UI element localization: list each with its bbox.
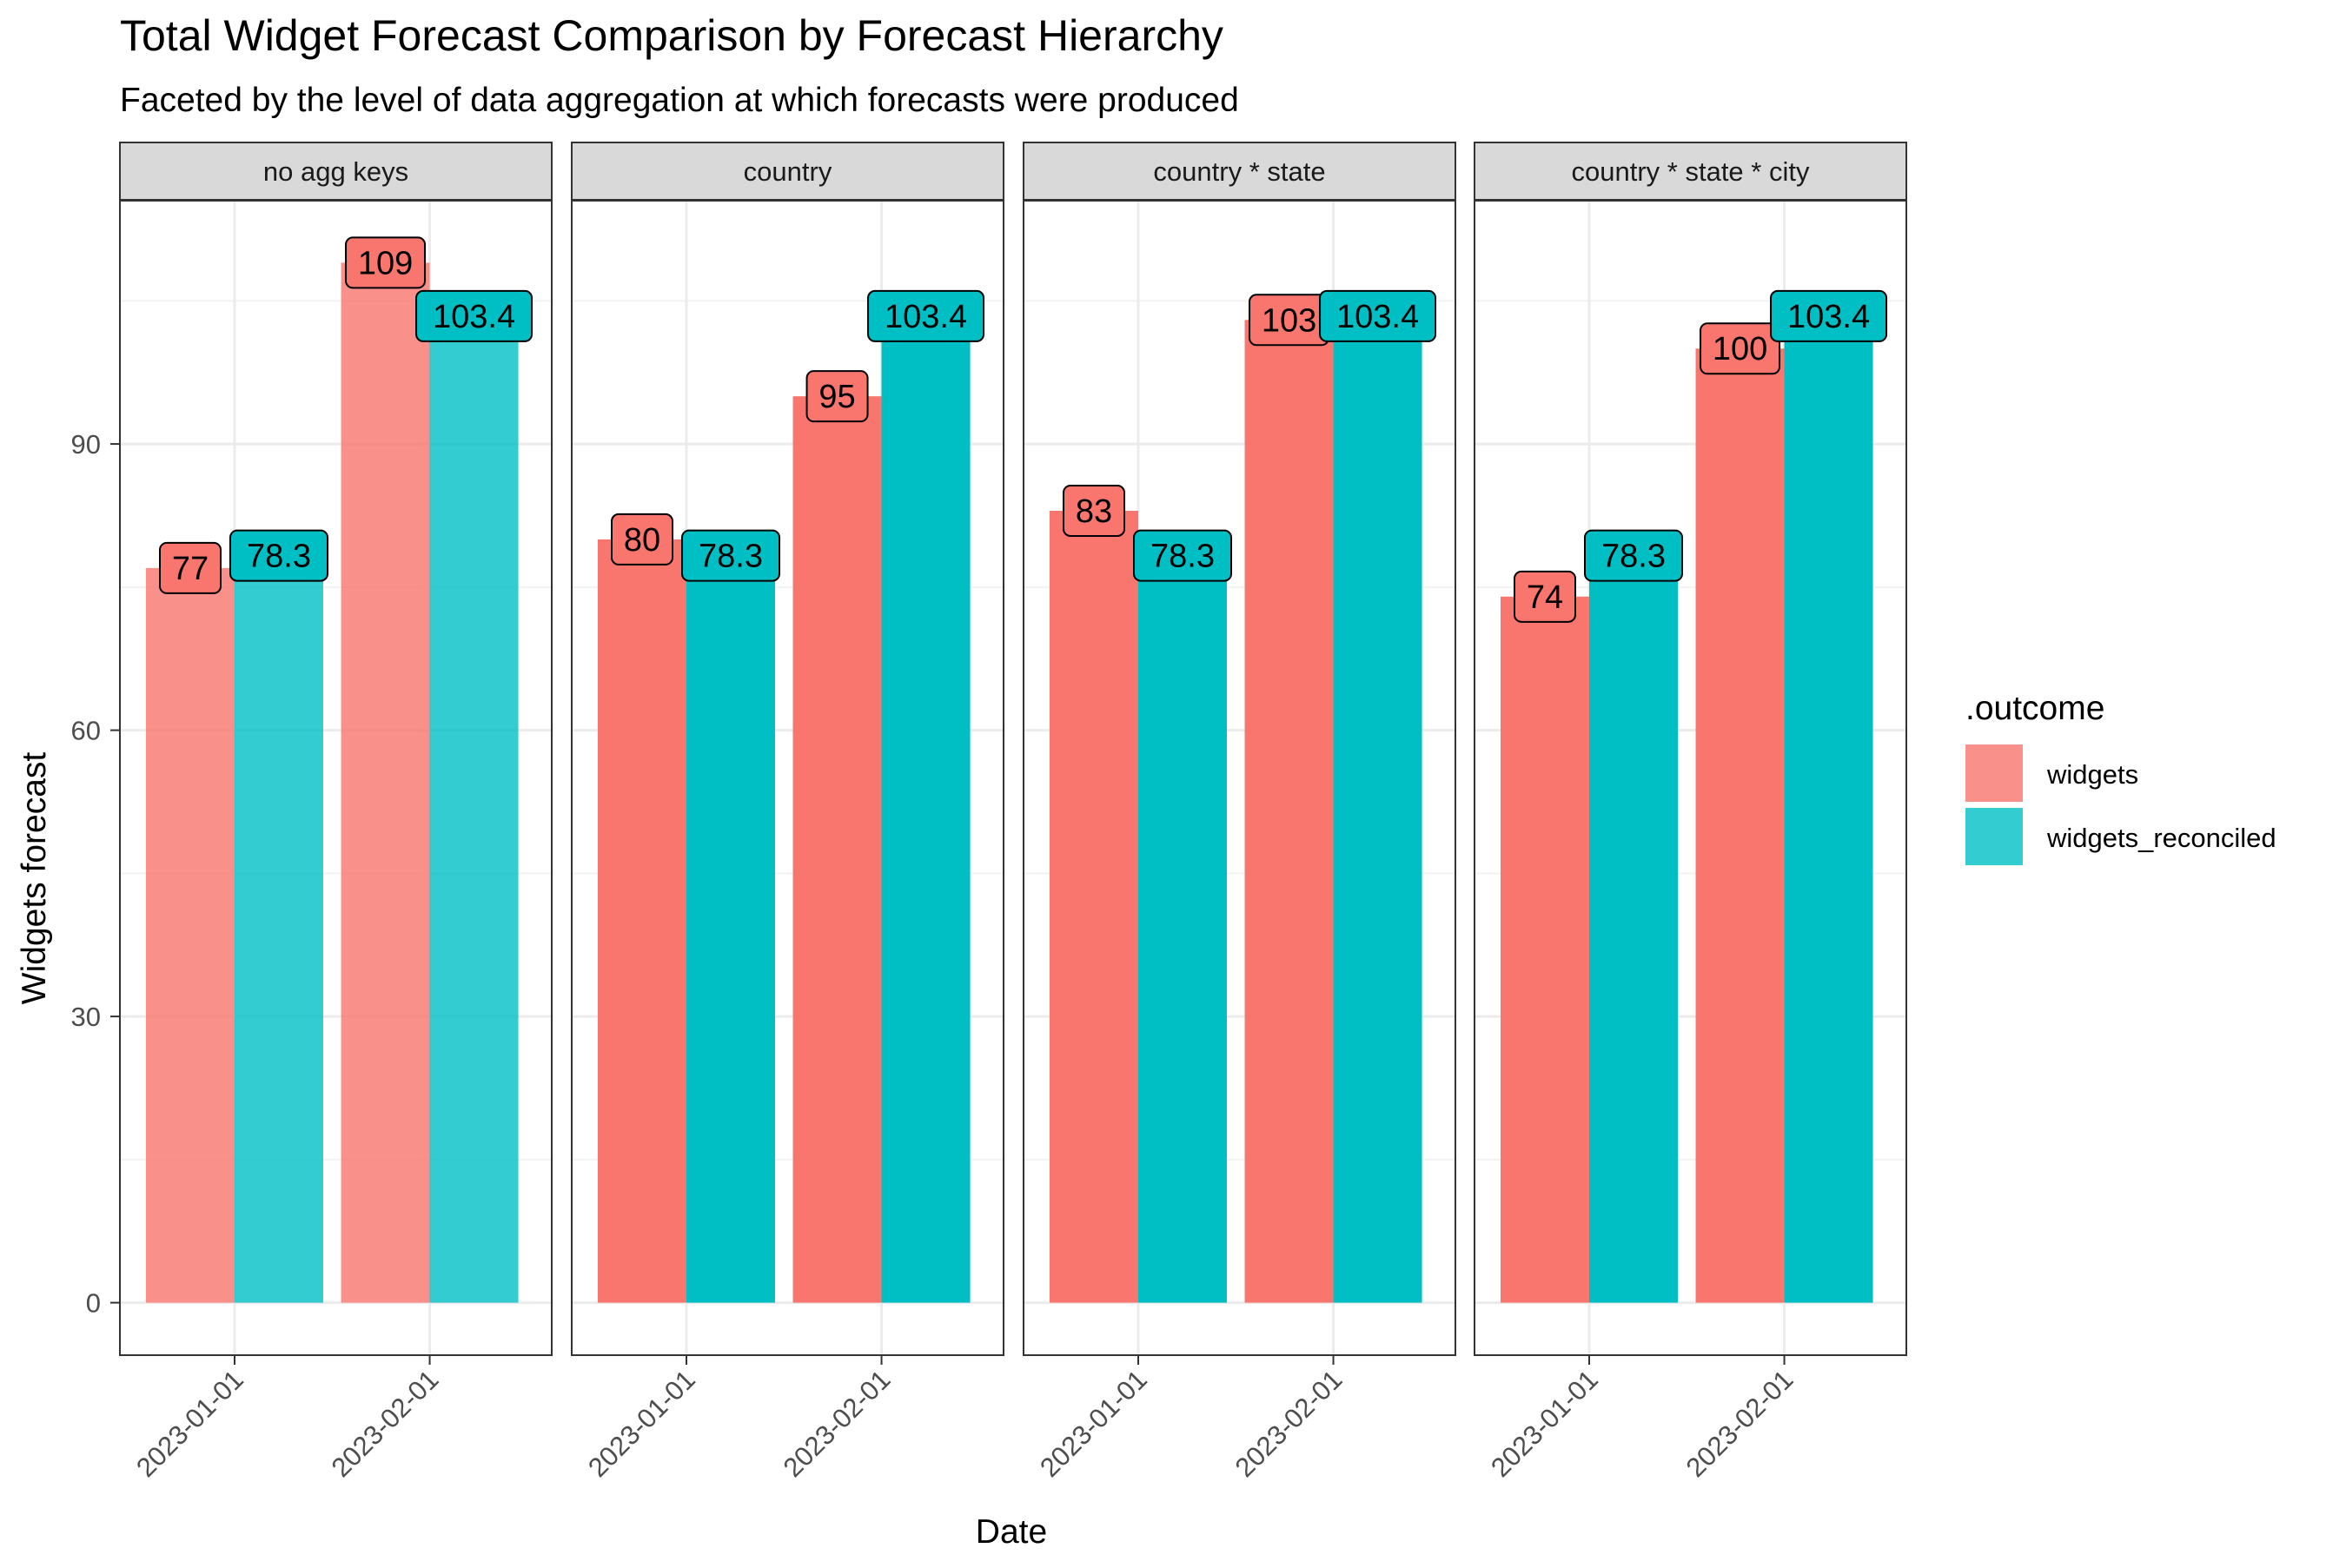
data-label-box xyxy=(415,289,533,342)
x-tick-label: 2023-01-01 xyxy=(582,1364,701,1483)
data-label-box xyxy=(229,529,329,582)
facet-panel: 80 95 78.3 103.4 country 2023-01-01 2023-02-01 xyxy=(571,142,1004,1483)
data-label-box xyxy=(611,513,674,566)
y-tick-label: 60 xyxy=(71,716,101,746)
data-label: 74 xyxy=(1527,579,1563,616)
data-label: 100 xyxy=(1713,331,1767,367)
x-tick-label: 2023-02-01 xyxy=(1229,1364,1349,1483)
legend-swatch-widgets xyxy=(1965,744,2023,802)
legend-title: .outcome xyxy=(1965,690,2104,727)
facet-strip-label: country xyxy=(744,156,832,187)
x-tick-label: 2023-01-01 xyxy=(1034,1364,1153,1483)
bar-widgets xyxy=(1244,320,1334,1303)
bar-widgets xyxy=(146,567,235,1303)
x-axis-title: Date xyxy=(976,1513,1047,1551)
bar-widgets-reconciled xyxy=(1138,555,1228,1303)
legend-label: widgets_reconciled xyxy=(2046,823,2276,853)
facet-panel: 74 100 78.3 103.4 country * state * city 2023… xyxy=(1474,142,1907,1483)
legend-label: widgets xyxy=(2046,759,2138,790)
data-label-box xyxy=(681,529,781,582)
data-label-box xyxy=(805,370,869,423)
facet-strip xyxy=(119,142,553,201)
data-label: 103 xyxy=(1262,302,1316,339)
facet-strip-label: no agg keys xyxy=(263,156,408,187)
bar-widgets-reconciled xyxy=(1784,315,1873,1303)
facets-layer: 0 30 60 90 77 109 78.3 103.4 no agg keys 2023-01-… xyxy=(71,142,1907,1483)
data-label: 103.4 xyxy=(1787,299,1870,335)
facet-strip-label: country * state xyxy=(1153,156,1325,187)
data-label: 103.4 xyxy=(885,299,967,335)
data-label: 78.3 xyxy=(699,539,763,575)
data-label-box xyxy=(867,289,985,342)
bar-widgets xyxy=(598,539,687,1303)
data-label-box xyxy=(345,236,427,289)
bar-widgets-reconciled xyxy=(1589,555,1679,1303)
data-label-box xyxy=(1063,484,1126,537)
y-tick-label: 30 xyxy=(71,1002,101,1032)
data-label-box xyxy=(1584,529,1684,582)
data-label: 83 xyxy=(1076,493,1112,530)
facet-strip xyxy=(1023,142,1456,201)
bar-widgets-reconciled xyxy=(1333,315,1422,1303)
y-tick-label: 90 xyxy=(71,429,101,460)
bar-widgets xyxy=(1050,510,1139,1303)
bar-widgets-reconciled xyxy=(881,315,971,1303)
x-tick-label: 2023-02-01 xyxy=(778,1364,897,1483)
data-label-box xyxy=(159,541,222,594)
chart-subtitle: Faceted by the level of data aggregation… xyxy=(120,82,1239,119)
data-label: 78.3 xyxy=(247,539,311,575)
chart-title: Total Widget Forecast Comparison by Fore… xyxy=(120,11,1223,60)
facet-strip xyxy=(1474,142,1907,201)
data-label: 78.3 xyxy=(1601,539,1666,575)
data-label: 80 xyxy=(624,522,660,559)
legend-swatch-widgets-reconciled xyxy=(1965,808,2023,865)
data-label: 77 xyxy=(172,551,209,587)
bar-widgets-reconciled xyxy=(686,555,776,1303)
data-label-box xyxy=(1514,570,1577,623)
y-axis-title: Widgets forecast xyxy=(16,752,53,1005)
bar-widgets xyxy=(341,262,430,1303)
facet-strip-label: country * state * city xyxy=(1572,156,1810,187)
bar-widgets-reconciled xyxy=(429,315,519,1303)
data-label-box xyxy=(1133,529,1233,582)
data-label: 103.4 xyxy=(1336,299,1419,335)
bar-widgets xyxy=(1501,596,1590,1303)
bar-widgets xyxy=(1695,348,1785,1303)
x-tick-label: 2023-02-01 xyxy=(326,1364,445,1483)
x-tick-label: 2023-01-01 xyxy=(1485,1364,1604,1483)
y-tick-label: 0 xyxy=(86,1288,101,1319)
x-tick-label: 2023-02-01 xyxy=(1680,1364,1799,1483)
x-tick-label: 2023-01-01 xyxy=(130,1364,249,1483)
facet-strip xyxy=(571,142,1004,201)
data-label-box xyxy=(1319,289,1437,342)
data-label: 78.3 xyxy=(1150,539,1215,575)
data-label: 109 xyxy=(358,245,413,281)
bar-widgets-reconciled xyxy=(235,555,324,1303)
legend: .outcome widgets widgets_reconciled xyxy=(1965,690,2276,865)
data-label-box xyxy=(1770,289,1888,342)
data-label: 103.4 xyxy=(433,299,515,335)
bar-widgets xyxy=(792,396,882,1303)
data-label: 95 xyxy=(818,379,855,415)
facet-panel: 83 103 78.3 103.4 country * state 2023-01-01 2… xyxy=(1023,142,1456,1483)
data-label-box xyxy=(1700,322,1781,375)
facet-panel: 77 109 78.3 103.4 no agg keys 2023-01-01 2023-… xyxy=(119,142,553,1483)
